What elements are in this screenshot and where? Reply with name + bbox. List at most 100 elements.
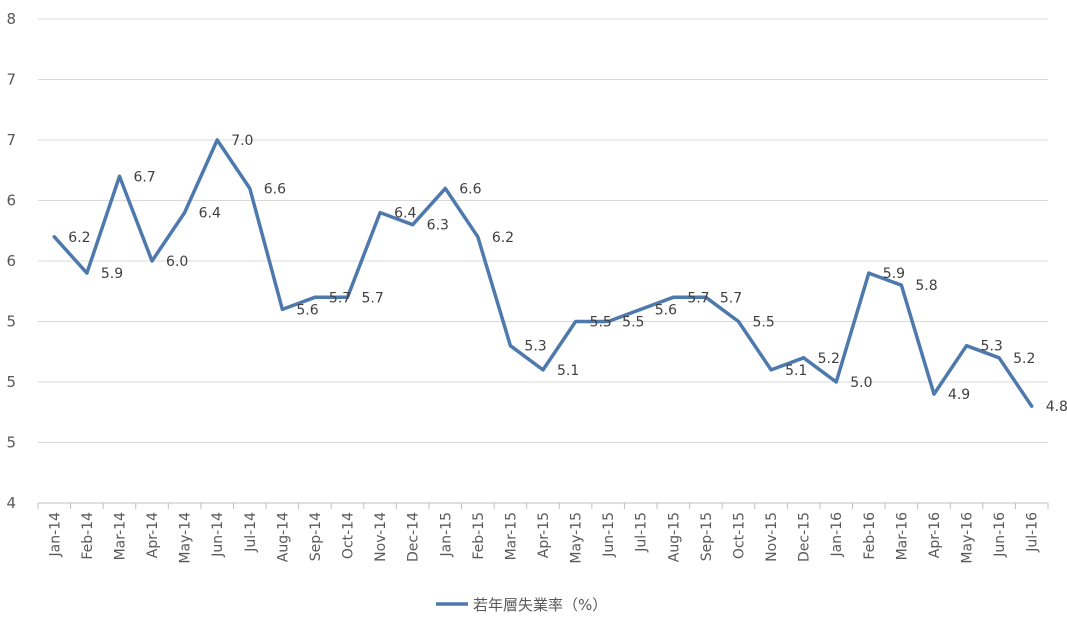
y-tick-label: 5	[6, 434, 16, 452]
data-point	[476, 235, 480, 239]
data-point	[248, 186, 252, 190]
x-tick-label: Jun-15	[601, 512, 617, 558]
x-tick-label: Aug-15	[666, 512, 682, 562]
data-label: 6.6	[459, 181, 481, 197]
data-point	[965, 344, 969, 348]
data-point	[639, 307, 643, 311]
x-tick-label: Dec-15	[797, 512, 813, 562]
data-label: 5.1	[557, 363, 579, 379]
data-point	[508, 344, 512, 348]
data-label: 5.3	[981, 339, 1003, 355]
data-point	[1030, 404, 1034, 408]
x-tick-label: Jul-15	[634, 512, 650, 553]
data-label: 5.6	[296, 302, 318, 318]
y-tick-label: 5	[6, 373, 16, 391]
x-tick-label: Dec-14	[406, 512, 422, 562]
x-tick-label: Oct-14	[341, 512, 357, 559]
x-tick-label: Sep-15	[699, 512, 715, 561]
data-point	[769, 368, 773, 372]
x-tick-label: Sep-14	[308, 512, 324, 561]
data-point	[541, 368, 545, 372]
legend[interactable]: 若年層失業率（%）	[436, 596, 607, 614]
data-label: 5.2	[818, 351, 840, 367]
x-tick-label: Jul-14	[243, 512, 259, 553]
x-tick-label: Aug-14	[275, 512, 291, 562]
data-label: 6.2	[492, 230, 514, 246]
data-point	[183, 211, 187, 215]
data-point	[606, 320, 610, 323]
x-tick-label: Jun-14	[210, 512, 226, 558]
x-tick-label: Jan-15	[438, 512, 454, 557]
data-point	[215, 138, 219, 142]
x-tick-label: Nov-14	[373, 512, 389, 562]
data-point	[346, 295, 350, 299]
y-tick-label: 8	[6, 10, 16, 28]
data-point	[150, 259, 154, 263]
data-point	[932, 392, 936, 396]
y-tick-label: 7	[6, 71, 16, 89]
data-label: 5.1	[785, 363, 807, 379]
x-tick-label: Feb-14	[80, 512, 96, 560]
x-tick-label: Feb-15	[471, 512, 487, 560]
data-label: 6.4	[394, 206, 416, 222]
data-label: 6.0	[166, 254, 188, 270]
data-point	[899, 283, 903, 287]
data-labels: 6.2 5.9 6.7 6.0 6.4 7.0 6.6 5.6 5.7 5.7 6.4 6.3 6.6 6…	[68, 133, 1067, 415]
y-axis-tick-labels: 4 5 5 5 6 6 7 7 8	[6, 10, 16, 512]
data-point	[704, 295, 708, 299]
x-tick-label: May-16	[960, 512, 976, 564]
data-point	[378, 211, 382, 215]
data-point	[411, 223, 415, 227]
x-tick-label: Oct-15	[731, 512, 747, 559]
y-tick-label: 5	[6, 313, 16, 331]
data-point	[671, 295, 675, 299]
data-label: 4.8	[1046, 399, 1067, 415]
data-label: 6.4	[199, 206, 221, 222]
data-label: 5.7	[687, 290, 709, 306]
data-point	[117, 174, 121, 178]
data-label: 5.8	[915, 278, 937, 294]
y-tick-label: 4	[6, 494, 16, 512]
data-label: 6.7	[133, 169, 155, 185]
data-label: 6.3	[427, 218, 449, 234]
series-layer	[52, 138, 1034, 408]
y-tick-label: 7	[6, 131, 16, 149]
data-label: 5.2	[1013, 351, 1035, 367]
data-point	[867, 271, 871, 275]
data-label: 5.3	[524, 339, 546, 355]
data-label: 6.6	[264, 181, 286, 197]
data-label: 5.7	[329, 290, 351, 306]
x-tick-label: May-15	[569, 512, 585, 564]
data-point	[834, 380, 838, 384]
data-point	[574, 320, 578, 323]
data-label: 5.7	[362, 290, 384, 306]
data-label: 6.2	[68, 230, 90, 246]
data-point	[313, 295, 317, 299]
data-label: 5.5	[590, 315, 612, 331]
data-point	[85, 271, 89, 275]
data-label: 5.6	[655, 302, 677, 318]
data-label: 4.9	[948, 387, 970, 403]
data-point	[802, 356, 806, 360]
data-label: 5.9	[101, 266, 123, 282]
data-label: 5.7	[720, 290, 742, 306]
y-tick-label: 6	[6, 192, 16, 210]
data-label: 5.9	[883, 266, 905, 282]
y-tick-label: 6	[6, 252, 16, 270]
x-axis: Jan-14 Feb-14 Mar-14 Apr-14 May-14 Jun-14 Jul-…	[37, 502, 1049, 564]
x-tick-label: Feb-16	[862, 512, 878, 560]
x-tick-label: Jun-16	[992, 512, 1008, 558]
data-point	[736, 320, 740, 323]
x-tick-label: Apr-16	[927, 512, 943, 558]
data-point	[997, 356, 1001, 360]
data-point	[280, 307, 284, 311]
data-point	[443, 186, 447, 190]
x-tick-label: Mar-15	[503, 512, 519, 560]
data-label: 5.0	[850, 375, 872, 391]
gridlines	[38, 18, 1048, 443]
legend-label: 若年層失業率（%）	[473, 596, 607, 614]
data-label: 7.0	[231, 133, 253, 149]
x-tick-label: Apr-14	[145, 512, 161, 558]
x-tick-label: Mar-14	[112, 512, 128, 560]
